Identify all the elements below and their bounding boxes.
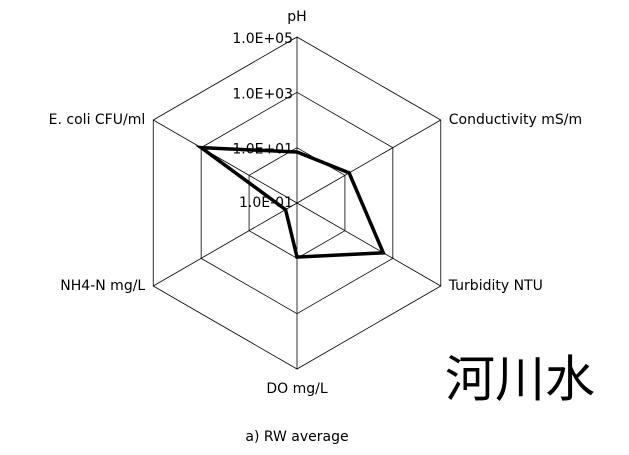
category-label: Conductivity mS/m [449,112,582,128]
series-line [195,145,386,259]
category-label: DO mg/L [266,381,327,397]
annotation: 河川水 [445,351,595,409]
tick-label: 1.0E+03 [232,86,293,102]
caption: a) RW average [245,429,348,445]
spoke [153,202,298,287]
tick-label: 1.0E+05 [232,31,293,47]
spoke [153,119,298,204]
category-label: pH [287,9,306,25]
category-label: Turbidity NTU [448,278,543,294]
category-label: NH4-N mg/L [60,278,145,294]
spoke [296,119,441,204]
category-label: E. coli CFU/ml [49,112,146,128]
spoke [296,202,441,287]
